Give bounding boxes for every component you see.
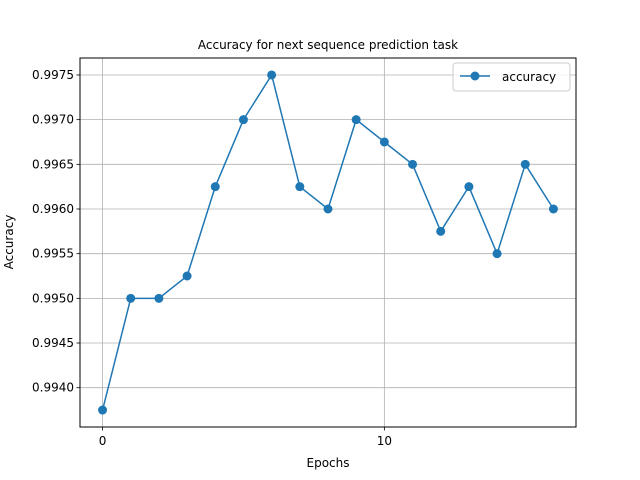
data-point-marker	[126, 293, 136, 303]
data-point-marker	[351, 115, 361, 125]
data-point-marker	[210, 182, 220, 192]
chart-title: Accuracy for next sequence prediction ta…	[198, 38, 458, 52]
y-tick-label: 0.9945	[32, 336, 74, 350]
y-tick-label: 0.9960	[32, 202, 74, 216]
y-tick-label: 0.9940	[32, 381, 74, 395]
data-point-marker	[238, 115, 248, 125]
legend-label-accuracy: accuracy	[502, 70, 556, 84]
data-point-marker	[436, 226, 446, 236]
y-axis-label: Accuracy	[2, 215, 16, 270]
data-point-marker	[464, 182, 474, 192]
plot-area-frame	[79, 57, 577, 428]
data-point-marker	[267, 70, 277, 80]
x-tick-label: 0	[99, 434, 107, 448]
y-tick-label: 0.9975	[32, 68, 74, 82]
data-point-marker	[492, 249, 502, 259]
data-point-marker	[323, 204, 333, 214]
y-tick-label: 0.9970	[32, 113, 74, 127]
data-series	[98, 70, 558, 415]
axis-ticks: 0.9940 0.9945 0.9950 0.9955 0.9960 0.9965 0.99…	[32, 68, 392, 448]
data-point-marker	[379, 137, 389, 147]
x-axis-label: Epochs	[307, 456, 350, 470]
legend: accuracy	[452, 62, 571, 92]
legend-marker-swatch	[470, 71, 480, 81]
data-point-marker	[295, 182, 305, 192]
data-point-marker	[182, 271, 192, 281]
legend-box	[452, 62, 571, 92]
data-point-marker	[548, 204, 558, 214]
x-tick-label: 10	[377, 434, 392, 448]
data-point-marker	[520, 159, 530, 169]
y-tick-label: 0.9965	[32, 157, 74, 171]
data-point-marker	[154, 293, 164, 303]
data-point-marker	[408, 159, 418, 169]
y-tick-label: 0.9950	[32, 291, 74, 305]
data-point-marker	[98, 405, 108, 415]
y-tick-label: 0.9955	[32, 247, 74, 261]
